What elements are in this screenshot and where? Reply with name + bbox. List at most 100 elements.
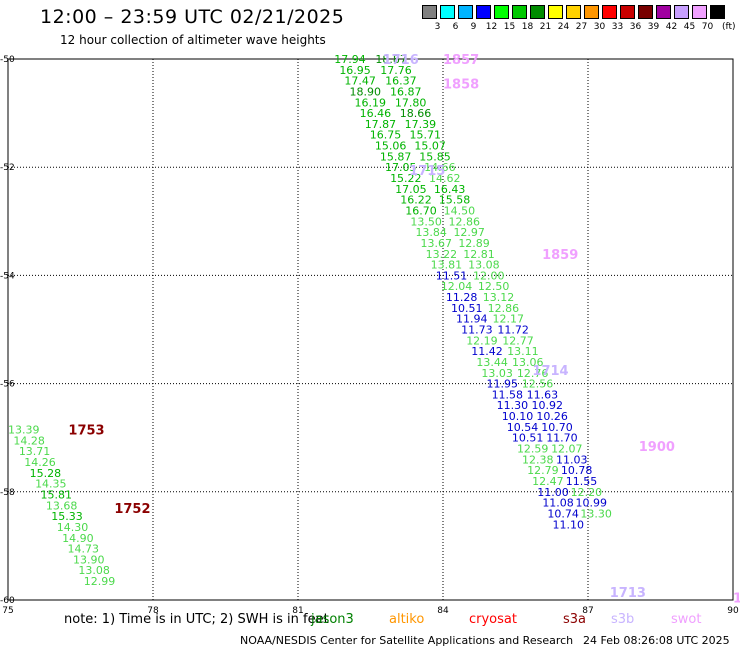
wave-height-value: 12.47 <box>532 475 564 488</box>
wave-height-value: 14.30 <box>57 521 89 534</box>
wave-height-value: 14.50 <box>444 204 476 217</box>
wave-height-value: 12.07 <box>551 443 583 456</box>
wave-height-value: 12.86 <box>449 215 481 228</box>
footnote: note: 1) Time is in UTC; 2) SWH is in fe… <box>64 612 329 627</box>
legend-label: 39 <box>647 22 660 32</box>
wave-height-value: 18.87 <box>375 53 407 66</box>
satellite-cryosat: cryosat <box>469 612 517 627</box>
wave-height-value: 13.84 <box>415 226 447 239</box>
wave-height-value: 11.94 <box>456 313 488 326</box>
legend-label: 9 <box>470 22 477 32</box>
pass-time-label: 1752 <box>114 502 150 517</box>
legend-label: 6 <box>452 22 459 32</box>
wave-height-value: 15.22 <box>390 172 422 185</box>
wave-height-value: 16.22 <box>400 194 432 207</box>
legend-swatch <box>602 5 617 19</box>
wave-height-value: 13.50 <box>410 215 442 228</box>
wave-height-value: 18.66 <box>400 107 432 120</box>
wave-height-value: 11.72 <box>497 324 529 337</box>
satellite-s3b: s3b <box>611 612 635 627</box>
legend-label: 21 <box>539 22 552 32</box>
wave-height-value: 16.19 <box>355 96 387 109</box>
legend-swatch <box>458 5 473 19</box>
pass-time-label: 1901 <box>733 591 740 606</box>
wave-height-value: 12.04 <box>441 280 473 293</box>
legend-swatch <box>548 5 563 19</box>
chart-title: 12:00 – 23:59 UTC 02/21/2025 <box>40 6 345 28</box>
wave-height-value: 16.87 <box>390 85 422 98</box>
plot-axes: 75 78 81 84 87 90 -50 -52 -54 -56 -58 -60 <box>0 55 739 616</box>
x-tick-label: 90 <box>727 606 739 616</box>
satellite-jason3: jason3 <box>311 612 354 627</box>
wave-height-value: 17.05 <box>395 183 427 196</box>
plot-frame <box>7 58 734 601</box>
legend-label: 15 <box>503 22 516 32</box>
satellite-swot: swot <box>671 612 702 627</box>
wave-height-value: 15.33 <box>51 510 83 523</box>
pass-time-label: 1858 <box>443 77 479 92</box>
wave-height-value: 12.59 <box>517 443 549 456</box>
wave-height-value: 10.51 <box>451 302 483 315</box>
legend-swatch <box>566 5 581 19</box>
wave-height-value: 11.10 <box>552 518 584 531</box>
wave-height-value: 15.81 <box>40 489 71 502</box>
wave-height-value: 10.92 <box>532 399 564 412</box>
wave-height-value: 14.73 <box>68 543 100 556</box>
wave-height-value: 12.79 <box>527 464 559 477</box>
legend-label: 24 <box>557 22 570 32</box>
wave-height-value: 15.71 <box>410 129 442 142</box>
wave-height-value: 11.70 <box>546 432 578 445</box>
wave-height-value: 17.47 <box>344 75 376 88</box>
wave-height-value: 13.68 <box>46 499 78 512</box>
wave-height-value: 13.06 <box>512 356 544 369</box>
wave-height-value: 11.73 <box>461 324 493 337</box>
wave-height-value: 16.70 <box>405 204 437 217</box>
wave-height-value: 12.19 <box>466 334 498 347</box>
wave-height-value: 12.56 <box>522 378 554 391</box>
wave-height-value: 13.03 <box>481 367 513 380</box>
wave-height-value: 12.81 <box>463 248 495 261</box>
wave-height-value: 14.62 <box>429 172 461 185</box>
legend-label: 12 <box>485 22 498 32</box>
wave-height-value: 11.42 <box>471 345 503 358</box>
legend-swatch <box>692 5 707 19</box>
legend-swatch <box>494 5 509 19</box>
wave-height-value: 11.58 <box>492 388 524 401</box>
wave-height-value: 16.46 <box>360 107 392 120</box>
x-tick-label: 84 <box>437 606 449 616</box>
wave-height-value: 10.54 <box>507 421 539 434</box>
pass-time-label: 1713 <box>610 586 646 601</box>
wave-height-value: 11.95 <box>487 378 519 391</box>
y-tick-label: -58 <box>0 488 15 498</box>
wave-height-value: 15.28 <box>30 467 62 480</box>
wave-height-value: 12.99 <box>84 575 116 588</box>
legend-label: 42 <box>665 22 678 32</box>
wave-height-value: 13.71 <box>19 445 51 458</box>
wave-height-value: 11.63 <box>527 388 559 401</box>
wave-height-value: 12.86 <box>488 302 520 315</box>
wave-height-value: 16.37 <box>385 75 417 88</box>
wave-height-value: 14.28 <box>13 434 45 447</box>
wave-height-value: 13.11 <box>507 345 538 358</box>
legend-unit: (ft) <box>722 22 736 32</box>
wave-height-value: 16.75 <box>370 129 402 142</box>
pass-time-label: 1753 <box>68 424 104 439</box>
wave-height-value: 11.08 <box>542 497 574 510</box>
wave-height-value: 17.05 <box>385 161 417 174</box>
generated-timestamp: 24 Feb 08:26:08 UTC 2025 <box>583 634 730 647</box>
legend-swatch <box>476 5 491 19</box>
x-tick-label: 75 <box>2 606 13 616</box>
legend-label: 30 <box>593 22 606 32</box>
wave-height-value: 13.67 <box>421 237 453 250</box>
legend-label: 18 <box>521 22 534 32</box>
x-tick-label: 81 <box>292 606 303 616</box>
satellite-altiko: altiko <box>389 612 425 627</box>
data-marks: 17.9416.9517.4718.9016.1916.4617.8716.75… <box>8 53 740 606</box>
x-tick-label: 78 <box>147 606 159 616</box>
wave-height-value: 11.55 <box>566 475 598 488</box>
legend-swatch <box>674 5 689 19</box>
y-tick-label: -60 <box>0 596 15 606</box>
wave-height-value: 15.87 <box>380 150 412 163</box>
wave-height-value: 11.51 <box>436 269 468 282</box>
